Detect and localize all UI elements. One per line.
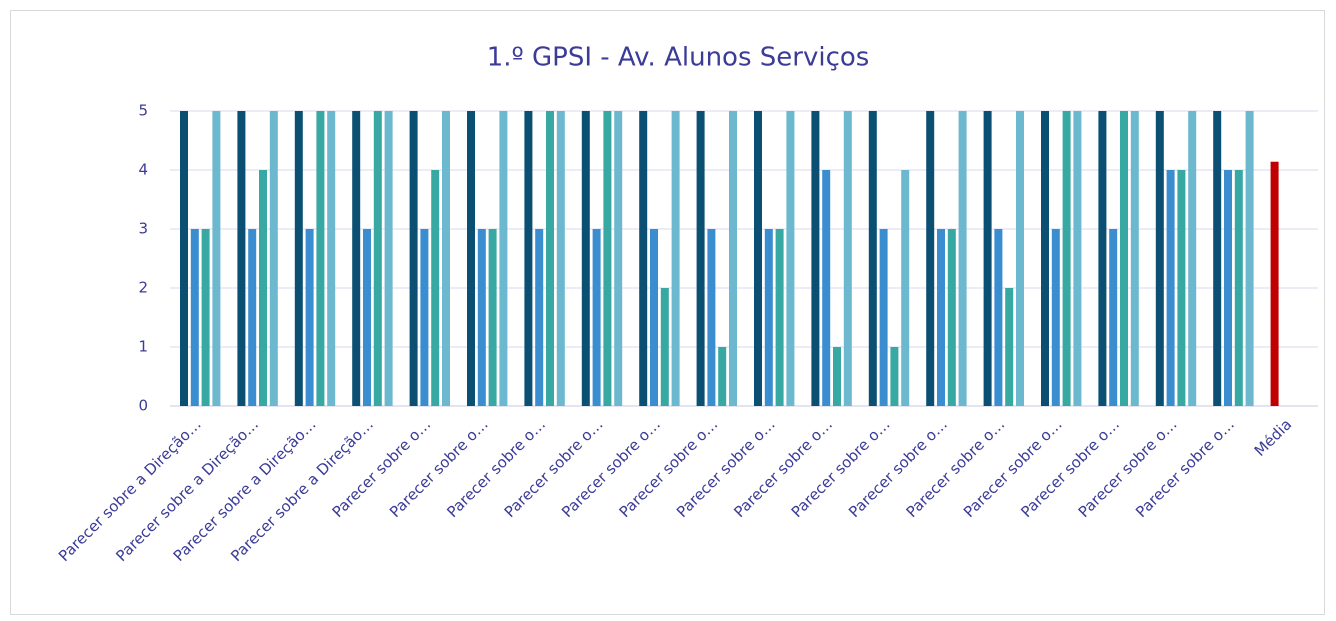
bar [1270,161,1279,406]
bar [1109,229,1118,406]
bar [431,170,440,406]
bar [556,111,565,406]
bar [671,111,680,406]
bar [592,229,601,406]
bar [581,111,590,406]
bar [868,111,877,406]
bar [363,229,371,406]
bar [639,111,648,406]
bar [696,111,705,406]
bar [718,347,727,406]
bar [1051,229,1060,406]
bar [1130,111,1139,406]
bar [1234,170,1243,406]
bar [420,229,429,406]
bar [1213,111,1222,406]
bar [327,111,336,406]
bar [212,111,221,406]
bar [373,111,382,406]
y-tick-label: 5 [138,102,148,120]
bar [180,111,188,406]
bar [947,229,956,406]
bar [1155,111,1164,406]
bar [994,229,1003,406]
bar [488,229,497,406]
bar [1120,111,1128,406]
bar [442,111,450,406]
bar [237,111,246,406]
bar [316,111,325,406]
bar [535,229,544,406]
bar [499,111,508,406]
bar [890,347,899,406]
bar [1224,170,1232,406]
bar [660,288,669,406]
bar [269,111,278,406]
bar [754,111,762,406]
bar [305,229,314,406]
bar [248,229,257,406]
bar [259,170,267,406]
bar [477,229,486,406]
bar [1005,288,1014,406]
bar [983,111,992,406]
y-tick-label: 2 [138,279,148,297]
bar [190,229,199,406]
bar [546,111,554,406]
bar [1245,111,1254,406]
bar [901,170,910,406]
bar [1177,170,1186,406]
bar [201,229,210,406]
bar [811,111,820,406]
y-tick-label: 3 [138,220,148,238]
bar [843,111,852,406]
bar [958,111,967,406]
bar [707,229,716,406]
bar [937,229,945,406]
bar [650,229,658,406]
bar [775,229,784,406]
bar [1073,111,1082,406]
bar [614,111,623,406]
bar [352,111,361,406]
bar [879,229,888,406]
bar [1041,111,1049,406]
bar [524,111,533,406]
bar [833,347,841,406]
bar [467,111,475,406]
bar [822,170,831,406]
y-tick-label: 4 [138,161,148,179]
bar [384,111,393,406]
bar [764,229,773,406]
bar [1016,111,1024,406]
bar [1062,111,1071,406]
y-tick-label: 0 [138,397,148,415]
bar [1188,111,1197,406]
y-tick-label: 1 [138,338,148,356]
bar [1098,111,1107,406]
bar [786,111,795,406]
bar [409,111,418,406]
bar [603,111,612,406]
bar [926,111,935,406]
bar [1166,170,1175,406]
bar [294,111,303,406]
bar [729,111,737,406]
chart-title: 1.º GPSI - Av. Alunos Serviços [487,43,870,73]
